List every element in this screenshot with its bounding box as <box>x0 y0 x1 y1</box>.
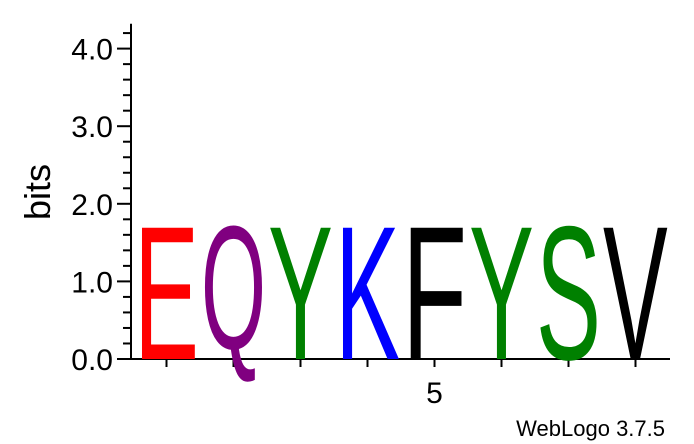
x-axis: 5 <box>131 358 670 410</box>
logo-letter: E <box>134 188 199 401</box>
logo-letter: V <box>603 188 668 401</box>
logo-letter: S <box>536 188 601 401</box>
y-tick-label: 4.0 <box>71 34 113 67</box>
logo-letter: Y <box>469 188 534 401</box>
y-tick-label: 3.0 <box>71 111 113 144</box>
logo-letter: K <box>335 188 400 401</box>
y-axis: 0.0 1.0 2.0 3.0 4.0 <box>71 23 132 377</box>
y-tick-label: 2.0 <box>71 189 113 222</box>
logo-letter: Q <box>201 190 266 387</box>
logo-letter: Y <box>268 188 333 401</box>
x-tick-label: 5 <box>426 377 443 410</box>
weblogo-credit: WebLogo 3.7.5 <box>516 416 665 441</box>
y-tick-label: 0.0 <box>71 344 113 377</box>
y-tick-label: 1.0 <box>71 266 113 299</box>
logo-letter: F <box>402 186 467 400</box>
y-axis-title: bits <box>17 164 58 220</box>
